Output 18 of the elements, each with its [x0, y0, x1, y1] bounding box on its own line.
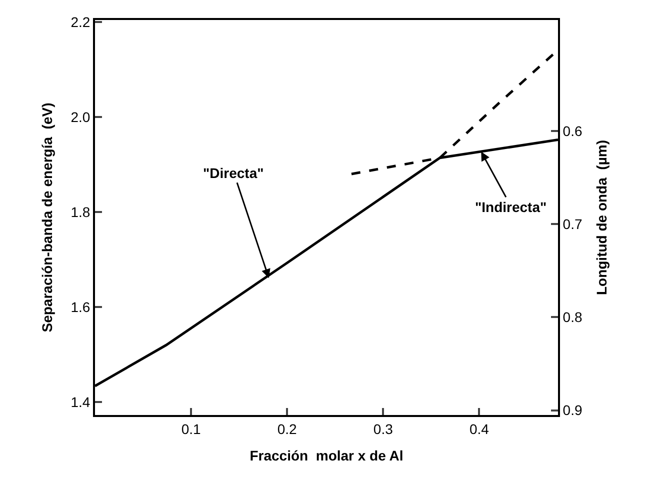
x-tick-label: 0.3: [373, 420, 394, 437]
x-axis-title: Fracción molar x de Al: [250, 448, 404, 464]
y2-tick-label: 0.9: [562, 402, 582, 418]
annotation: "Directa": [203, 165, 264, 181]
y-axis-title: Separación-banda de energía (eV): [38, 102, 55, 332]
y-tick-label: 2.0: [70, 108, 90, 125]
y2-axis-title: Longitud de onda (µm): [593, 140, 610, 296]
y2-tick-label: 0.6: [562, 122, 582, 139]
x-tick-label: 0.4: [469, 420, 490, 437]
y-tick-label: 1.6: [70, 299, 90, 315]
y-tick-label: 1.4: [70, 394, 90, 410]
y2-tick-label: 0.7: [562, 216, 582, 232]
annotation: "Indirecta": [475, 199, 547, 215]
y-tick-label: 1.8: [70, 204, 90, 220]
x-tick-label: 0.2: [277, 420, 298, 437]
y2-tick-label: 0.8: [562, 309, 582, 326]
y-tick-label: 2.2: [70, 14, 90, 30]
x-tick-label: 0.1: [181, 420, 201, 437]
